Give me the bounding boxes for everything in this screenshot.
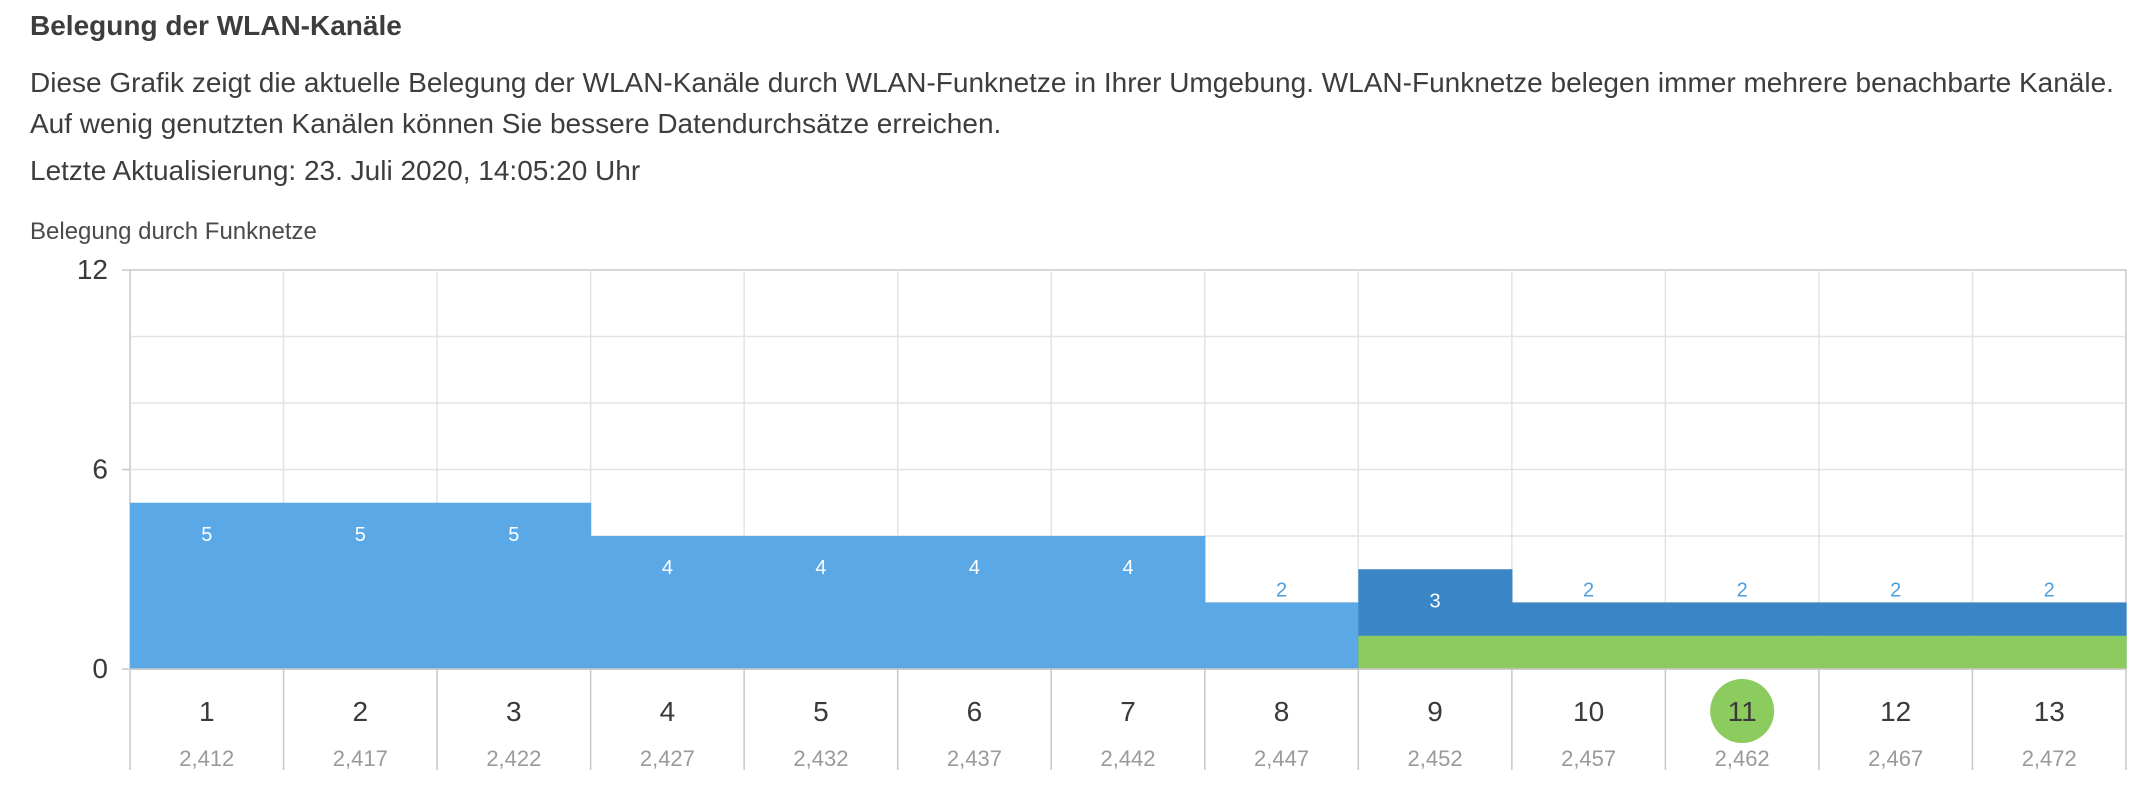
data-label-channel-13: 2 [2044,580,2055,602]
bar-channel-2 [283,502,438,669]
x-channel-label: 6 [967,696,983,727]
own-network-bar-channel-11 [1665,635,1820,669]
page-title: Belegung der WLAN-Kanäle [30,10,402,41]
data-label-channel-9: 3 [1430,590,1441,612]
data-label-channel-6: 4 [969,557,980,579]
data-label-channel-1: 5 [201,524,212,546]
x-channel-label: 2 [353,696,369,727]
x-channel-label: 7 [1120,696,1136,727]
data-label-channel-7: 4 [1122,557,1133,579]
x-frequency-label: 2,417 [333,746,388,771]
x-frequency-label: 2,467 [1868,746,1923,771]
bar-channel-3 [437,502,592,669]
x-channel-label: 10 [1573,696,1604,727]
x-channel-label: 8 [1274,696,1290,727]
x-channel-label: 11 [1728,696,1757,727]
data-label-channel-12: 2 [1890,580,1901,602]
y-tick-label: 0 [92,653,108,684]
data-label-channel-2: 5 [355,524,366,546]
own-network-bar-channel-12 [1818,635,1974,669]
x-frequency-label: 2,427 [640,746,695,771]
primary-channel-marker [1710,679,1775,743]
page-description: Diese Grafik zeigt die aktuelle Belegung… [30,67,2114,139]
x-channel-label: 3 [506,696,522,727]
bar-channel-1 [130,502,285,669]
own-network-bar-channel-10 [1511,635,1666,669]
x-frequency-label: 2,462 [1715,746,1770,771]
bar-channel-5 [744,536,899,669]
x-frequency-label: 2,447 [1254,746,1309,771]
bar-channel-8 [1204,602,1359,669]
data-label-channel-5: 4 [815,557,826,579]
x-frequency-label: 2,452 [1408,746,1463,771]
data-label-channel-10: 2 [1583,580,1594,602]
x-frequency-label: 2,422 [486,746,541,771]
x-channel-label: 9 [1427,696,1443,727]
data-label-channel-3: 5 [508,524,519,546]
data-label-channel-11: 2 [1737,580,1748,602]
x-channel-label: 5 [813,696,829,727]
x-channel-label: 12 [1880,696,1911,727]
x-frequency-label: 2,472 [2022,746,2077,771]
own-network-bar-channel-9 [1358,635,1513,669]
x-channel-label: 4 [660,696,676,727]
own-network-bar-channel-13 [1972,635,2127,669]
x-frequency-label: 2,457 [1561,746,1616,771]
data-label-channel-4: 4 [662,557,673,579]
data-label-channel-8: 2 [1276,580,1287,602]
last-update-text: Letzte Aktualisierung: 23. Juli 2020, 14… [30,155,641,186]
x-frequency-label: 2,442 [1100,746,1155,771]
y-tick-label: 12 [77,254,108,285]
x-frequency-label: 2,437 [947,746,1002,771]
bar-channel-6 [897,536,1052,669]
x-channel-label: 1 [199,696,215,727]
x-frequency-label: 2,412 [179,746,234,771]
x-channel-label: 13 [2034,696,2065,727]
y-tick-label: 6 [92,454,108,485]
bar-channel-7 [1051,536,1206,669]
chart-title: Belegung durch Funknetze [30,218,317,245]
x-frequency-label: 2,432 [793,746,848,771]
bar-channel-4 [590,536,745,669]
